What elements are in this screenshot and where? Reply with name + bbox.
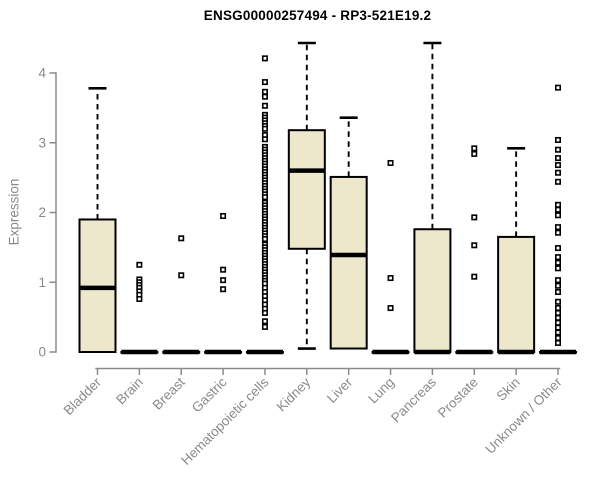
outlier-point: [471, 242, 478, 249]
box-breast: [162, 235, 201, 355]
x-tick-label-brain: Brain: [113, 375, 146, 408]
x-tick-label-skin: Skin: [494, 375, 523, 404]
outlier-point: [136, 295, 143, 302]
outlier-point: [261, 79, 268, 86]
outlier-point: [220, 266, 227, 273]
outlier-point: [554, 319, 561, 326]
box-skin: [497, 147, 536, 355]
outlier-point: [554, 229, 561, 236]
x-tick-label-unknown-other: Unknown / Other: [482, 374, 565, 457]
outlier-point: [554, 212, 561, 219]
x-tick-label-kidney: Kidney: [274, 374, 314, 414]
outlier-point: [554, 224, 561, 231]
box-hematopoietic-cells: [245, 55, 284, 355]
outlier-point: [261, 136, 268, 143]
outlier-point: [554, 245, 561, 252]
y-tick-label-4: 4: [38, 66, 46, 81]
outlier-point: [554, 178, 561, 185]
outlier-point: [136, 261, 143, 268]
y-axis: 0 1 2 3 4: [38, 66, 57, 360]
outlier-point: [554, 265, 561, 272]
outlier-point: [554, 206, 561, 213]
outlier-point: [220, 286, 227, 293]
outlier-point: [261, 125, 268, 132]
outlier-point: [554, 314, 561, 321]
outlier-point: [554, 84, 561, 91]
outlier-point: [261, 93, 268, 100]
outlier-point: [554, 146, 561, 153]
outlier-point: [387, 159, 394, 166]
outlier-point: [261, 102, 268, 109]
outlier-point: [387, 275, 394, 282]
outlier-point: [471, 150, 478, 157]
outlier-point: [261, 194, 268, 201]
outlier-point: [554, 339, 561, 346]
iqr-box: [287, 129, 326, 250]
x-tick-label-gastric: Gastric: [189, 374, 230, 415]
outlier-point: [554, 324, 561, 331]
outlier-point: [261, 323, 268, 330]
outlier-point: [554, 201, 561, 208]
outlier-point: [261, 309, 268, 316]
x-tick-label-pancreas: Pancreas: [388, 374, 439, 425]
outlier-point: [471, 214, 478, 221]
y-tick-label-1: 1: [38, 275, 46, 290]
box-gastric: [204, 212, 243, 355]
x-tick-label-bladder: Bladder: [61, 374, 105, 418]
outlier-point: [554, 305, 561, 312]
y-tick-label-0: 0: [38, 345, 46, 360]
x-tick-label-prostate: Prostate: [435, 375, 481, 421]
iqr-box: [413, 228, 452, 354]
outlier-point: [554, 155, 561, 162]
iqr-box: [497, 235, 536, 354]
outlier-point: [554, 298, 561, 305]
outlier-point: [261, 318, 268, 325]
outlier-point: [554, 162, 561, 169]
outlier-point: [554, 254, 561, 261]
outlier-point: [554, 136, 561, 143]
box-kidney: [287, 41, 326, 350]
box-unknown-other: [539, 84, 577, 355]
outlier-point: [554, 329, 561, 336]
chart-title: ENSG00000257494 - RP3-521E19.2: [203, 8, 432, 23]
outlier-point: [220, 212, 227, 219]
outlier-point: [261, 88, 268, 95]
box-bladder: [78, 87, 117, 353]
outlier-point: [554, 259, 561, 266]
x-tick-label-liver: Liver: [324, 374, 356, 406]
outlier-point: [387, 305, 394, 312]
outlier-point: [261, 236, 268, 243]
outlier-point: [554, 169, 561, 176]
outlier-point: [261, 55, 268, 62]
box-prostate: [455, 145, 494, 355]
box-brain: [120, 261, 159, 355]
outlier-point: [554, 289, 561, 296]
outlier-point: [554, 309, 561, 316]
outlier-point: [554, 282, 561, 289]
iqr-box: [329, 175, 368, 350]
outlier-point: [554, 335, 561, 342]
x-tick-label-breast: Breast: [150, 374, 188, 412]
outlier-point: [554, 277, 561, 284]
box-lung: [371, 159, 410, 355]
outlier-point: [220, 277, 227, 284]
x-tick-label-lung: Lung: [365, 375, 397, 407]
y-tick-label-2: 2: [38, 205, 46, 220]
outlier-point: [471, 145, 478, 152]
y-tick-label-3: 3: [38, 135, 46, 150]
box-pancreas: [413, 41, 452, 355]
outlier-point: [178, 272, 185, 279]
outlier-point: [178, 235, 185, 242]
outlier-point: [471, 273, 478, 280]
box-liver: [329, 116, 368, 350]
